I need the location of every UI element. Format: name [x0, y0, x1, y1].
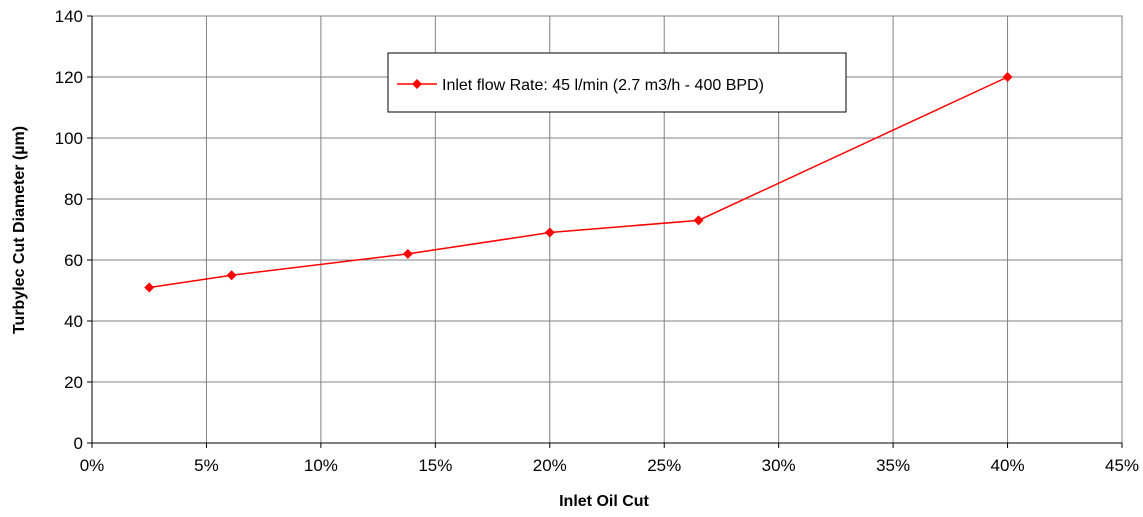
data-point	[693, 215, 704, 226]
y-tick-label: 120	[55, 68, 83, 87]
data-point	[1002, 72, 1013, 82]
x-tick-label: 0%	[80, 456, 105, 475]
x-tick-label: 5%	[194, 456, 219, 475]
legend-entry: Inlet flow Rate: 45 l/min (2.7 m3/h - 40…	[442, 77, 764, 94]
y-tick-label: 0	[74, 434, 83, 453]
y-tick-label: 60	[64, 251, 83, 270]
data-point	[144, 282, 155, 293]
data-point	[544, 227, 555, 238]
data-point	[402, 248, 413, 259]
y-tick-label: 100	[55, 129, 83, 148]
y-tick-label: 20	[64, 373, 83, 392]
x-axis-ticks: 0% 5% 10% 15% 20% 25% 30% 35% 40% 45%	[80, 443, 1139, 475]
y-tick-label: 140	[55, 7, 83, 26]
x-tick-label: 35%	[876, 456, 910, 475]
y-axis-title: Turbylec Cut Diameter (µm)	[11, 126, 28, 334]
x-tick-label: 30%	[762, 456, 796, 475]
x-tick-label: 10%	[304, 456, 338, 475]
x-tick-label: 45%	[1105, 456, 1139, 475]
y-axis-ticks: 0 20 40 60 80 100 120 140	[55, 7, 92, 453]
axes	[91, 16, 1122, 444]
data-point	[226, 270, 237, 281]
y-tick-label: 80	[64, 190, 83, 209]
x-tick-label: 20%	[533, 456, 567, 475]
data-series	[144, 72, 1013, 293]
gridlines	[92, 16, 1122, 443]
legend: Inlet flow Rate: 45 l/min (2.7 m3/h - 40…	[387, 52, 847, 113]
x-axis-title: Inlet Oil Cut	[559, 493, 649, 510]
x-tick-label: 25%	[647, 456, 681, 475]
y-tick-label: 40	[64, 312, 83, 331]
x-tick-label: 15%	[418, 456, 452, 475]
legend-box	[387, 52, 847, 113]
series-line	[149, 76, 1008, 289]
x-tick-label: 40%	[991, 456, 1025, 475]
legend-marker-swatch	[412, 79, 422, 89]
